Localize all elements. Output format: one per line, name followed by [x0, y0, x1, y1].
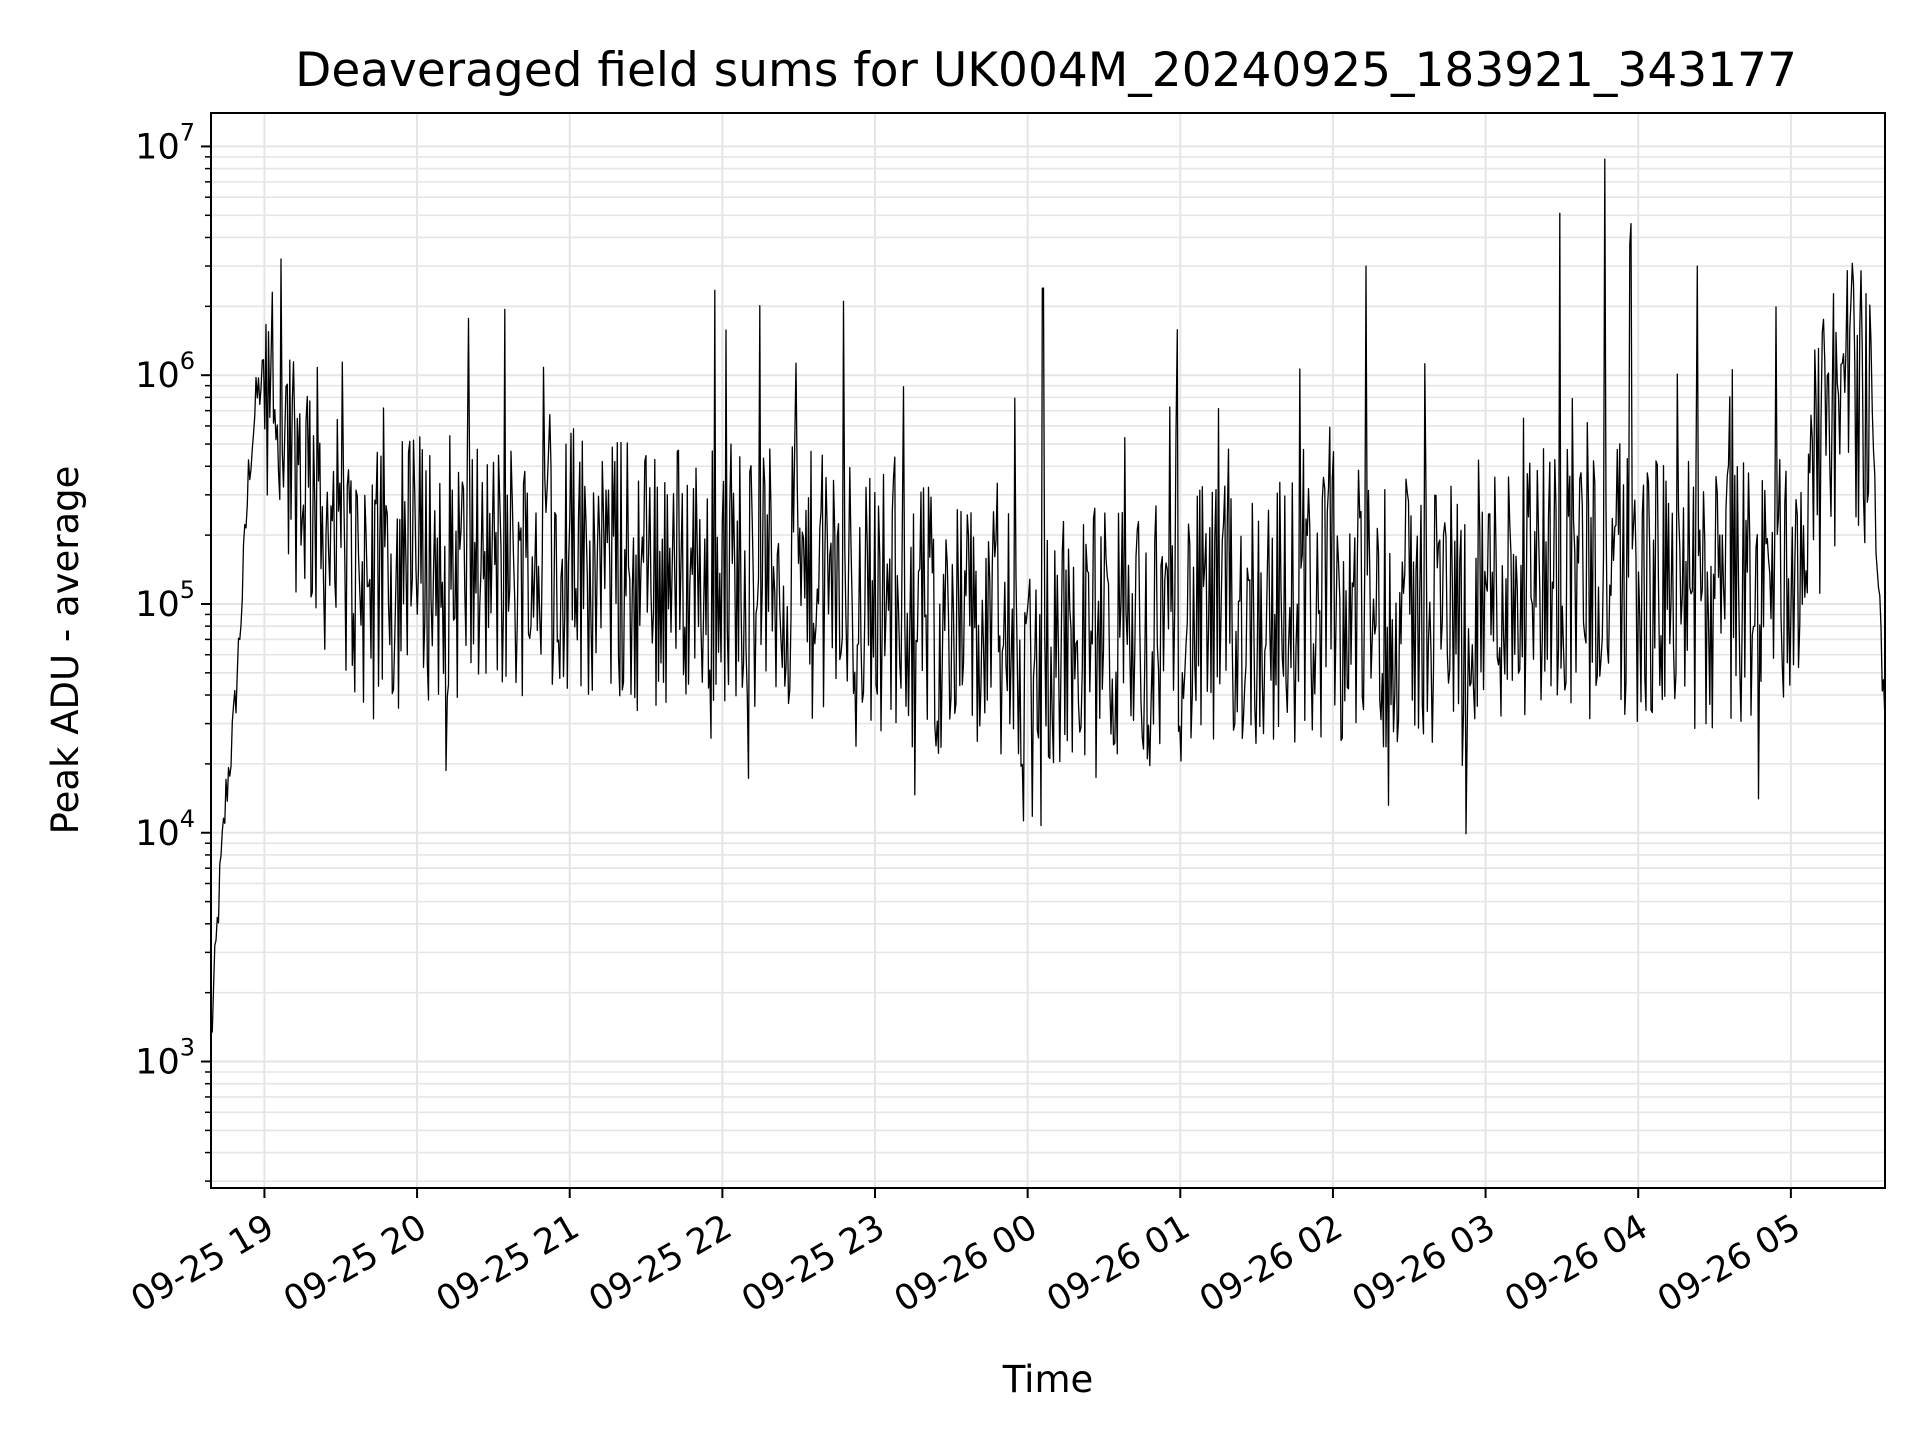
x-tick-label: 09-26 01	[1041, 1207, 1197, 1320]
plot-frame	[210, 112, 1886, 1189]
x-tick-label: 09-25 23	[735, 1207, 891, 1320]
data-series	[210, 158, 1886, 1035]
chart-title: Deaveraged field sums for UK004M_2024092…	[295, 43, 1797, 98]
x-tick-label: 09-26 00	[888, 1207, 1044, 1320]
y-tick-label: 106	[135, 347, 195, 396]
y-tick-label: 105	[135, 576, 195, 625]
x-axis-label: Time	[1002, 1358, 1094, 1401]
series-line	[210, 158, 1886, 1035]
y-axis-ticks: 103 104 105 106 107	[135, 118, 211, 1182]
y-axis-label: Peak ADU - average	[44, 466, 87, 835]
x-tick-label: 09-25 20	[277, 1207, 433, 1320]
y-tick-label: 107	[135, 118, 195, 167]
y-tick-label: 104	[135, 805, 195, 854]
x-tick-label: 09-25 21	[430, 1207, 586, 1320]
x-tick-label: 09-26 04	[1498, 1207, 1654, 1320]
x-tick-label: 09-26 02	[1193, 1207, 1349, 1320]
y-tick-label: 103	[135, 1034, 195, 1083]
x-tick-label: 09-26 05	[1651, 1207, 1807, 1320]
x-tick-label: 09-26 03	[1346, 1207, 1502, 1320]
x-tick-label: 09-25 22	[583, 1207, 739, 1320]
x-tick-label: 09-25 19	[125, 1207, 281, 1320]
